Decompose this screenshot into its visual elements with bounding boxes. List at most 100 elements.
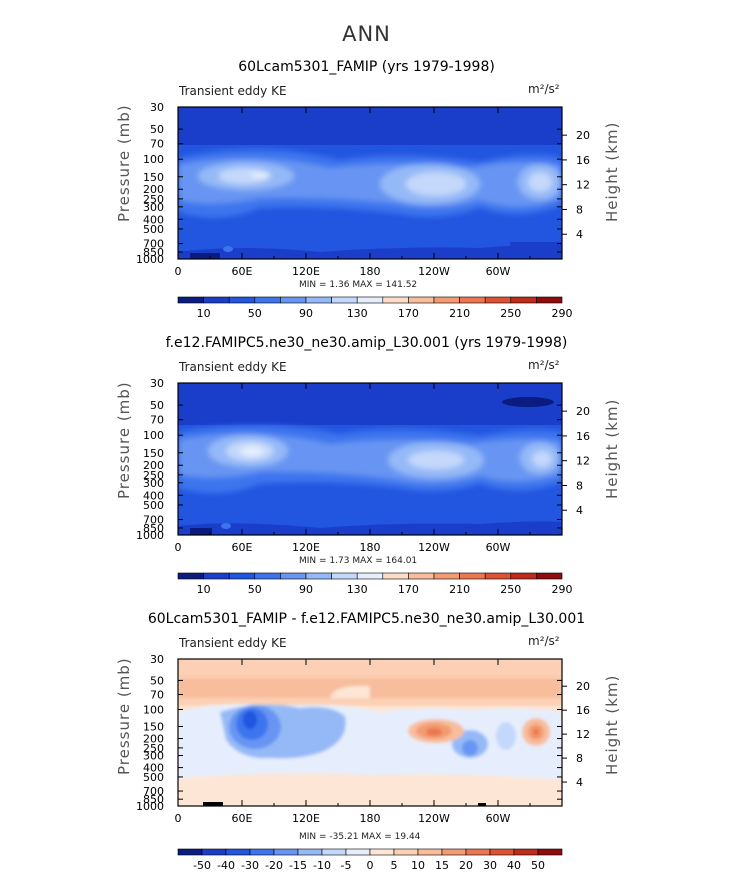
colorbar-swatch	[203, 572, 230, 580]
y2-tick-label: 4	[576, 504, 583, 517]
colorbar-swatch	[465, 848, 491, 856]
colorbar-tick-label: 290	[552, 307, 573, 320]
colorbar-swatch	[510, 572, 537, 580]
x-tick-label: 0	[175, 541, 182, 554]
colorbar-swatch	[201, 848, 227, 856]
panel-2-colorbar: 10 50 90 130 170 210 250 290	[177, 572, 573, 596]
colorbar-tick-label: 50	[248, 583, 262, 596]
y-tick-label: 250	[143, 742, 164, 755]
colorbar-swatch	[356, 296, 384, 304]
y-tick-label: 500	[143, 771, 164, 784]
y-tick-label: 70	[150, 138, 164, 151]
y-tick-label: 1000	[136, 529, 164, 542]
colorbar-tick-label: -5	[341, 859, 352, 872]
x-tick-label: 180	[360, 541, 381, 554]
x-tick-label: 120W	[418, 265, 450, 278]
y-tick-label: 1000	[136, 800, 164, 813]
colorbar-swatch	[305, 572, 332, 580]
colorbar-tick-label: -40	[217, 859, 235, 872]
x-tick-label: 60E	[232, 541, 253, 554]
y-tick-label: 850	[143, 246, 164, 259]
panel-2-minmax: MIN = 1.73 MAX = 164.01	[299, 556, 418, 566]
y-tick-label: 400	[143, 213, 164, 226]
panel-1-minmax: MIN = 1.36 MAX = 141.52	[299, 280, 418, 290]
panel-1-units-label: m²/s²	[528, 82, 560, 96]
y-tick-label: 500	[143, 499, 164, 512]
colorbar-tick-label: 90	[299, 307, 313, 320]
y-tick-label: 50	[150, 399, 164, 412]
colorbar-tick-label: -30	[241, 859, 259, 872]
y2-tick-label: 16	[576, 430, 590, 443]
y-tick-label: 30	[150, 377, 164, 390]
colorbar-tick-label: 15	[435, 859, 449, 872]
y-tick-label: 250	[143, 193, 164, 206]
y2-tick-label: 4	[576, 776, 583, 789]
y2-tick-label: 16	[576, 154, 590, 167]
colorbar-tick-label: 210	[449, 583, 470, 596]
colorbar-swatch	[489, 848, 515, 856]
panel-1-field	[178, 107, 562, 259]
colorbar-swatch	[273, 848, 299, 856]
y2-tick-label: 12	[576, 179, 590, 192]
colorbar-swatch	[356, 572, 384, 580]
y2-tick-label: 16	[576, 704, 590, 717]
colorbar-tick-label: 210	[449, 307, 470, 320]
y-tick-label: 200	[143, 459, 164, 472]
colorbar-swatch	[433, 296, 460, 304]
colorbar-swatch	[408, 572, 435, 580]
panel-1-colorbar: 10 50 90 130 170 210 250 290	[177, 296, 573, 320]
colorbar-swatch	[382, 296, 409, 304]
colorbar-swatch	[393, 848, 419, 856]
colorbar-tick-label: 10	[197, 307, 211, 320]
y-tick-label: 70	[150, 414, 164, 427]
y-tick-label: 300	[143, 201, 164, 214]
colorbar-swatch	[369, 848, 395, 856]
colorbar-swatch	[254, 572, 281, 580]
colorbar-swatch	[203, 296, 230, 304]
panel-3-colorbar: -50 -40 -30 -20 -15 -10 -5 0 5 10 15 20 30 40 50	[177, 848, 563, 872]
panel-1-title: 60Lcam5301_FAMIP (yrs 1979-1998)	[238, 59, 495, 75]
x-tick-label: 0	[175, 812, 182, 825]
colorbar-tick-label: 90	[299, 583, 313, 596]
panel-2-variable-label: Transient eddy KE	[179, 360, 287, 374]
y-tick-label: 700	[143, 238, 164, 251]
y-tick-label: 50	[150, 123, 164, 136]
y-tick-label: 50	[150, 674, 164, 687]
colorbar-tick-label: -50	[193, 859, 211, 872]
colorbar-tick-label: 10	[197, 583, 211, 596]
y-tick-label: 150	[143, 720, 164, 733]
x-tick-label: 60W	[486, 265, 511, 278]
y2-tick-label: 20	[576, 129, 590, 142]
y-tick-label: 100	[143, 429, 164, 442]
y2-tick-label: 12	[576, 728, 590, 741]
y-tick-label: 100	[143, 153, 164, 166]
y2-tick-label: 8	[576, 203, 583, 216]
x-tick-label: 180	[360, 812, 381, 825]
x-tick-label: 120W	[418, 812, 450, 825]
y-tick-label: 100	[143, 703, 164, 716]
y2-tick-label: 12	[576, 455, 590, 468]
y2-tick-label: 8	[576, 479, 583, 492]
y-tick-label: 30	[150, 101, 164, 114]
y-tick-label: 150	[143, 447, 164, 460]
colorbar-tick-label: 250	[500, 307, 521, 320]
colorbar-tick-label: 170	[398, 307, 419, 320]
x-tick-label: 60W	[486, 541, 511, 554]
colorbar-swatch	[225, 848, 251, 856]
y-tick-label: 700	[143, 514, 164, 527]
colorbar-swatch	[228, 296, 256, 304]
x-tick-label: 120W	[418, 541, 450, 554]
y-tick-label: 300	[143, 477, 164, 490]
y-tick-label: 1000	[136, 253, 164, 266]
y-tick-label: 200	[143, 733, 164, 746]
colorbar-tick-label: 20	[459, 859, 473, 872]
colorbar-swatch	[331, 296, 358, 304]
panel-2-units-label: m²/s²	[528, 358, 560, 372]
colorbar-swatch	[331, 572, 358, 580]
y2-tick-label: 20	[576, 680, 590, 693]
colorbar-tick-label: -20	[265, 859, 283, 872]
colorbar-swatch	[280, 572, 307, 580]
colorbar-swatch	[382, 572, 409, 580]
x-tick-label: 60E	[232, 265, 253, 278]
